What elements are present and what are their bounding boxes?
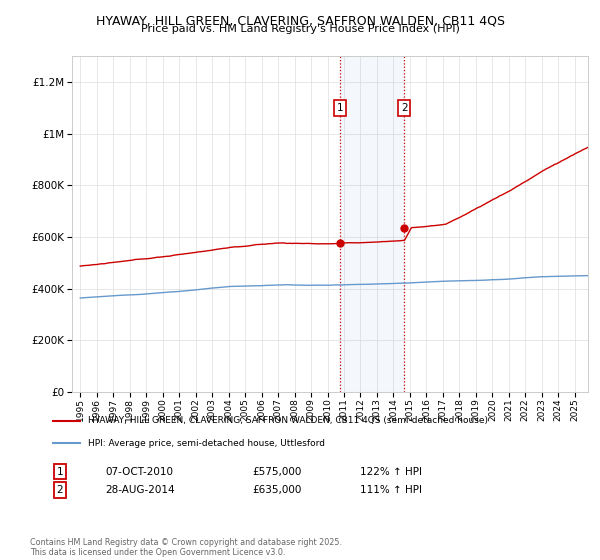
Text: 1: 1 xyxy=(337,103,344,113)
Text: 07-OCT-2010: 07-OCT-2010 xyxy=(105,466,173,477)
Text: 2: 2 xyxy=(401,103,407,113)
Text: 122% ↑ HPI: 122% ↑ HPI xyxy=(360,466,422,477)
Text: HYAWAY, HILL GREEN, CLAVERING, SAFFRON WALDEN, CB11 4QS (semi-detached house): HYAWAY, HILL GREEN, CLAVERING, SAFFRON W… xyxy=(88,416,488,425)
Text: HPI: Average price, semi-detached house, Uttlesford: HPI: Average price, semi-detached house,… xyxy=(88,438,325,447)
Bar xyxy=(340,56,404,392)
Text: HYAWAY, HILL GREEN, CLAVERING, SAFFRON WALDEN, CB11 4QS: HYAWAY, HILL GREEN, CLAVERING, SAFFRON W… xyxy=(95,14,505,27)
Text: Price paid vs. HM Land Registry's House Price Index (HPI): Price paid vs. HM Land Registry's House … xyxy=(140,24,460,34)
Text: 2: 2 xyxy=(56,485,64,495)
Text: £635,000: £635,000 xyxy=(252,485,301,495)
Text: £575,000: £575,000 xyxy=(252,466,301,477)
Text: 28-AUG-2014: 28-AUG-2014 xyxy=(105,485,175,495)
Text: 111% ↑ HPI: 111% ↑ HPI xyxy=(360,485,422,495)
Text: 1: 1 xyxy=(56,466,64,477)
Text: Contains HM Land Registry data © Crown copyright and database right 2025.
This d: Contains HM Land Registry data © Crown c… xyxy=(30,538,342,557)
